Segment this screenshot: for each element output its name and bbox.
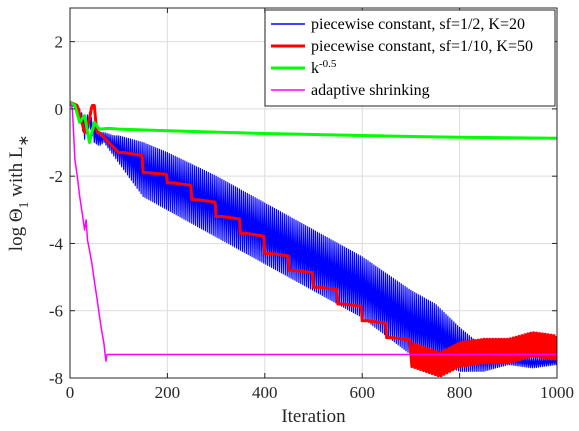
y-label-mid: with L — [6, 147, 27, 202]
y-tick-label: -2 — [49, 167, 63, 186]
series-line-1 — [70, 100, 557, 378]
x-tick-label: 200 — [155, 383, 181, 402]
y-axis-label: log Θ1 with L∗ — [6, 135, 32, 251]
series-line-2 — [70, 100, 557, 144]
y-tick-label: 2 — [55, 33, 64, 52]
legend-box — [264, 9, 556, 107]
series-line-3 — [70, 101, 557, 362]
series-layer — [70, 100, 557, 378]
x-tick-label: 600 — [349, 383, 375, 402]
x-tick-label: 400 — [252, 383, 278, 402]
y-tick-label: -6 — [49, 302, 63, 321]
y-label-base: log Θ — [6, 208, 27, 251]
plot-frame — [69, 7, 558, 379]
y-label-sup: ∗ — [17, 135, 32, 147]
y-tick-label: 0 — [55, 100, 64, 119]
series-line-0 — [70, 101, 557, 372]
x-tick-label: 1000 — [540, 383, 574, 402]
y-tick-label: -8 — [49, 369, 63, 388]
x-tick-label: 800 — [447, 383, 473, 402]
x-axis-label: Iteration — [281, 406, 346, 427]
x-tick-label: 0 — [66, 383, 75, 402]
legend-label: piecewise constant, sf=1/10, K=50 — [311, 38, 533, 55]
y-label-sub: 1 — [17, 201, 32, 208]
legend: piecewise constant, sf=1/2, K=20 piecewis… — [264, 9, 556, 107]
legend-label: adaptive shrinking — [311, 82, 430, 99]
y-tick-label: -4 — [49, 234, 64, 253]
legend-label: k-0.5 — [311, 58, 337, 77]
legend-label: piecewise constant, sf=1/2, K=20 — [311, 16, 525, 33]
